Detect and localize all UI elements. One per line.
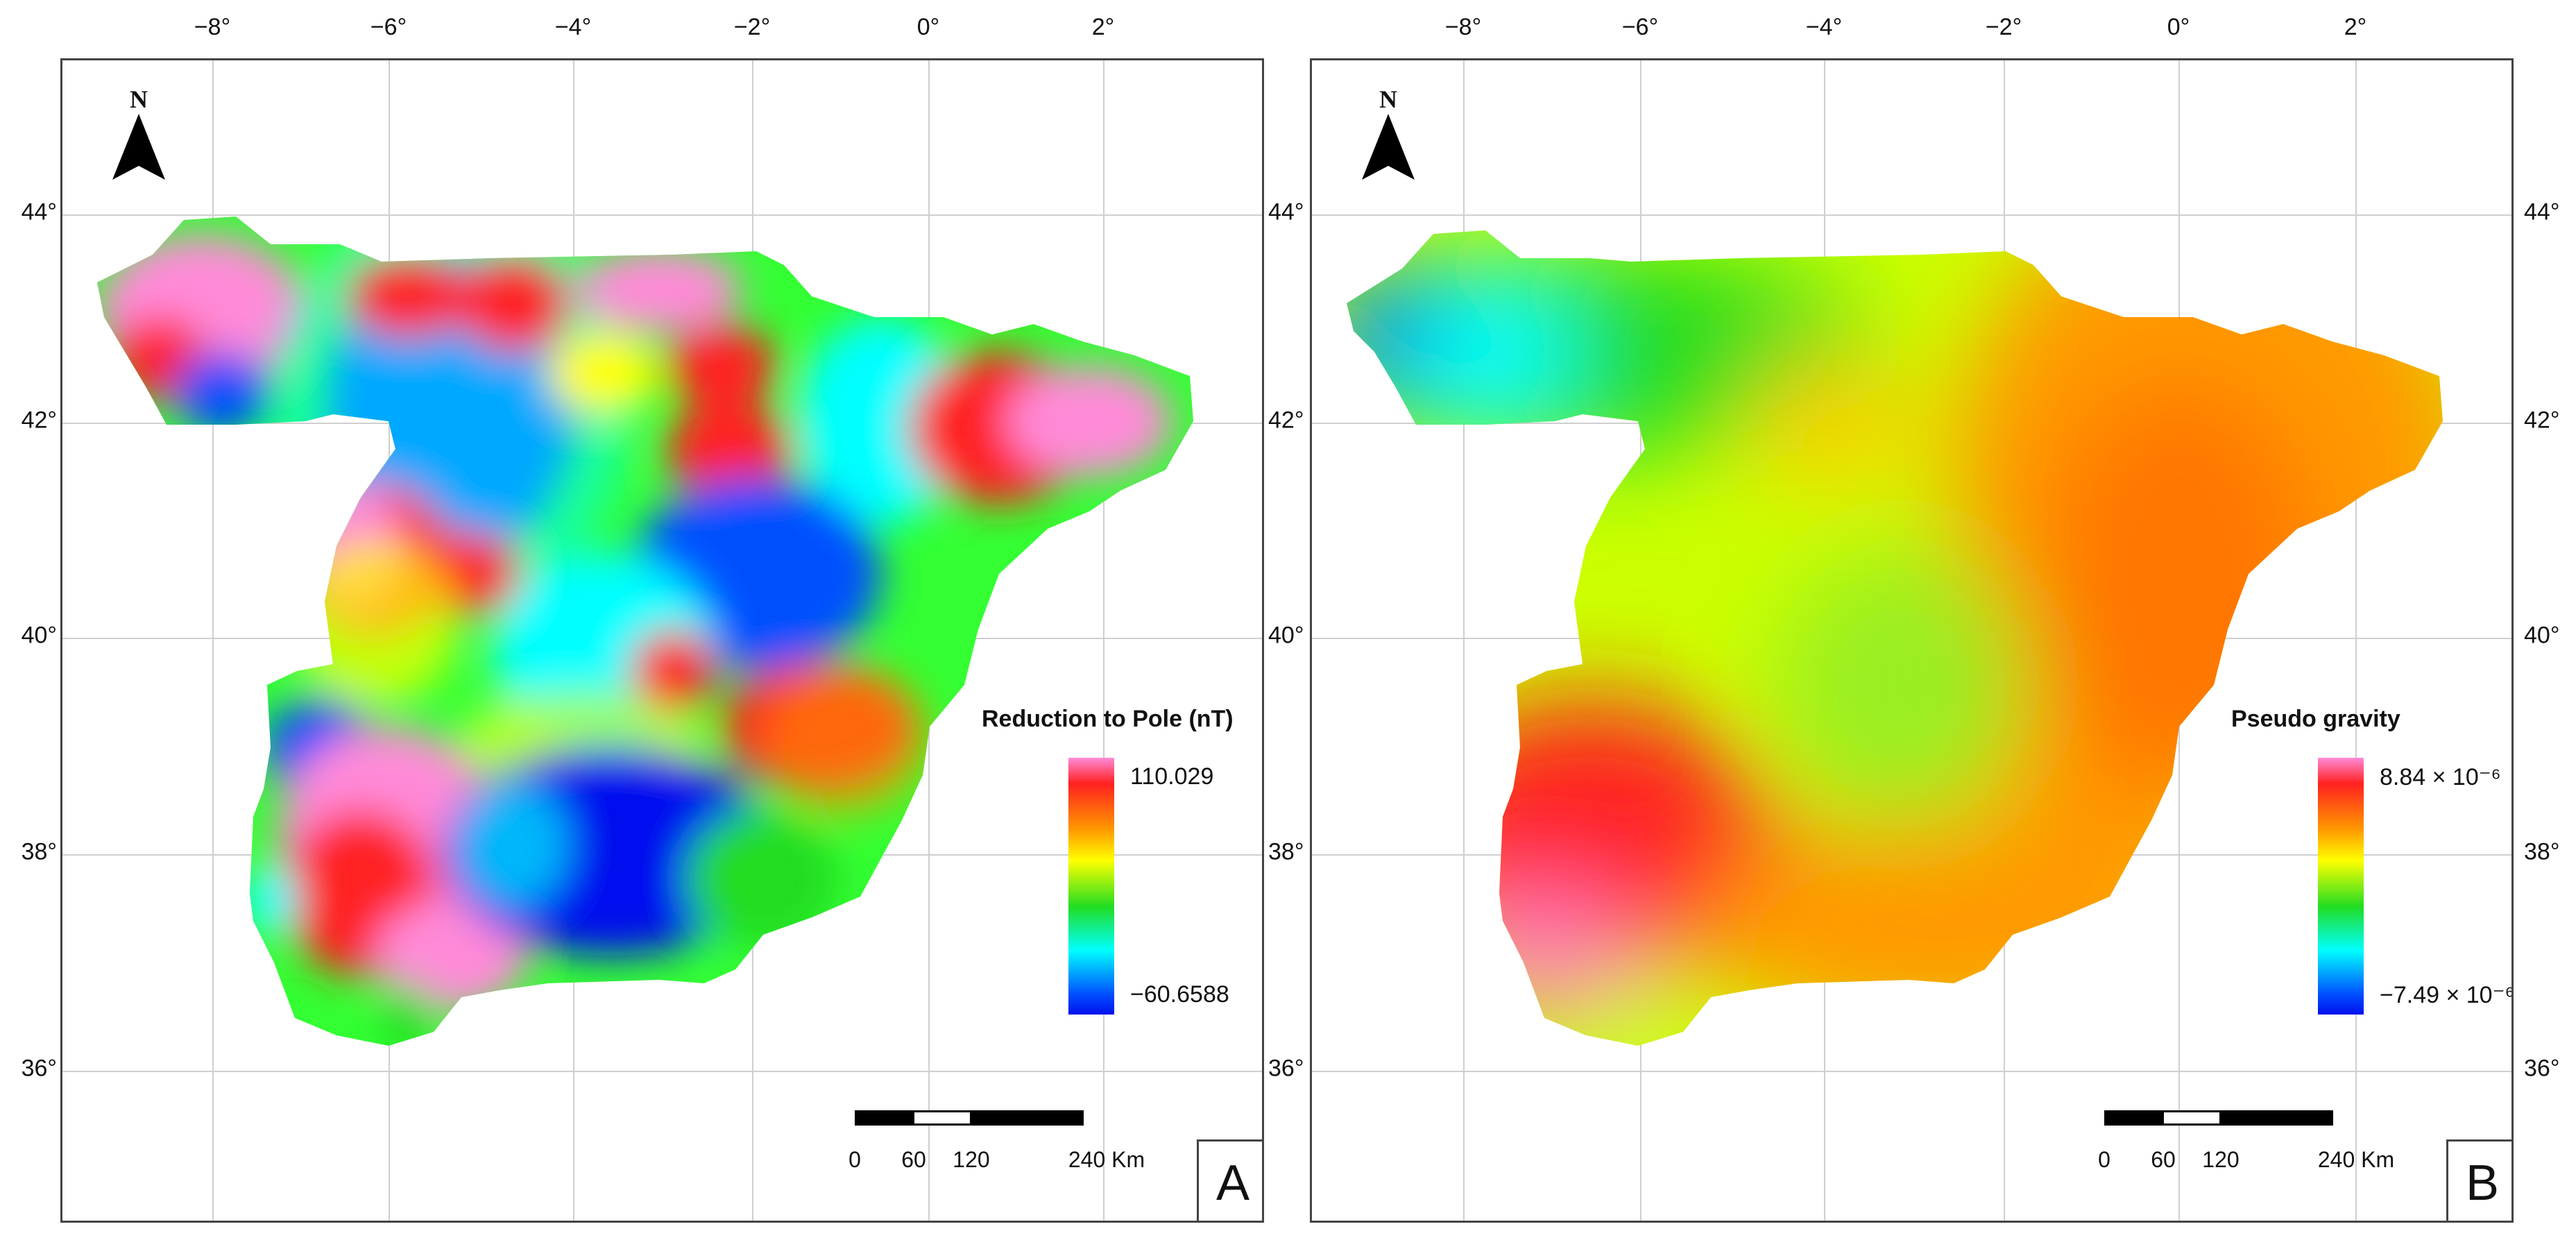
scale-bar [855,1110,1084,1134]
north-arrow-icon [112,114,165,180]
north-arrow-icon [1362,114,1415,180]
scale-label: 120 [953,1147,990,1172]
lon-tick: −2° [733,14,771,40]
pseudo-gravity-map [1347,230,2443,1046]
panel-letter: B [2446,1139,2511,1221]
lat-tick: 38° [21,838,57,865]
lat-tick: 42° [21,407,57,434]
lat-tick: 40° [2524,622,2560,649]
lat-tick: 44° [21,198,57,226]
lat-tick: 44° [2524,198,2560,226]
lon-tick: −8° [1444,14,1482,40]
legend-title: Reduction to Pole (nT) [982,706,1234,732]
north-label: N [130,85,148,113]
lon-tick: −4° [554,14,592,40]
scale-segment [855,1110,914,1126]
lat-tick: 42° [2524,407,2560,434]
lat-tick: 40° [21,622,57,649]
lat-tick: 42° [1268,407,1304,434]
gridline [62,1071,1262,1072]
rtp-anomaly-field [97,217,1193,1046]
lat-tick: 36° [21,1055,57,1082]
lon-tick: −2° [1985,14,2022,40]
legend-b: Pseudo gravity 8.84 × 10⁻⁶ −7.49 × 10⁻⁶ [2231,706,2511,1015]
north-arrow: N [1354,85,1423,187]
scale-label: 0 [2098,1147,2110,1172]
scale-segment [2104,1110,2164,1126]
legend-a: Reduction to Pole (nT) 110.029 −60.6588 [982,706,1259,1015]
north-arrow: N [104,85,173,187]
gridline [1103,60,1104,1221]
lat-tick: 36° [1268,1055,1304,1082]
lon-tick: −6° [370,14,407,40]
scale-label: 240 Km [2317,1147,2395,1172]
legend-min-value: −7.49 × 10⁻⁶ [2380,982,2514,1008]
scale-segment [2219,1110,2333,1126]
lat-tick: 38° [2524,838,2560,865]
legend-colorbar [2318,758,2364,1015]
legend-colorbar [1068,758,1114,1015]
lat-tick: 36° [2524,1055,2560,1082]
legend-max-value: 110.029 [1130,763,1214,790]
pseudo-gravity-field [1347,230,2443,1046]
scale-label: 120 [2202,1147,2240,1172]
legend-min-value: −60.6588 [1130,981,1229,1008]
lon-tick: 2° [2344,14,2367,40]
legend-max-value: 8.84 × 10⁻⁶ [2380,764,2501,790]
lon-tick: 0° [916,14,940,40]
lat-tick: 44° [1268,198,1304,226]
lon-tick: −8° [194,14,231,40]
map-panel-b: N Pseudo gravity 8.84 × 10⁻⁶ −7.49 × 10⁻… [1310,58,2514,1223]
gridline [2355,60,2357,1221]
rtp-anomaly-map [97,217,1193,1046]
scale-segment [970,1110,1084,1126]
map-panel-a: N Reduction to Pole (nT) 110.029 −60.658… [60,58,1264,1223]
lon-tick: −6° [1621,14,1659,40]
scale-label: 60 [2151,1147,2176,1172]
panel-letter: A [1197,1139,1262,1221]
scale-label: 0 [848,1147,861,1172]
legend-title: Pseudo gravity [2231,706,2400,732]
lon-tick: −4° [1805,14,1843,40]
lon-tick: 2° [1091,14,1115,40]
lon-tick: 0° [2167,14,2190,40]
lat-tick: 38° [1268,838,1304,865]
scale-label: 60 [901,1147,926,1172]
scale-segment [2162,1110,2221,1126]
gridline [212,60,214,1221]
gridline [1312,214,2511,216]
north-label: N [1379,85,1397,113]
scale-label: 240 Km [1068,1147,1145,1172]
gridline [62,214,1262,216]
gridline [1312,1071,2511,1072]
scale-segment [912,1110,972,1126]
scale-bar [2104,1110,2333,1134]
gridline [1463,60,1465,1221]
lat-tick: 40° [1268,622,1304,649]
